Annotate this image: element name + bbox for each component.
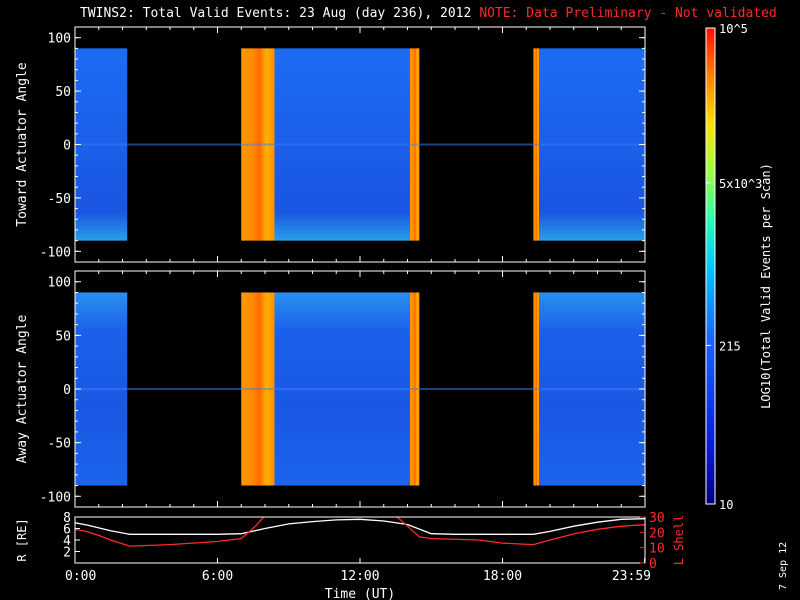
y-tick-label: -50 <box>48 192 71 207</box>
x-axis-label: Time (UT) <box>325 587 395 600</box>
panel-frame <box>74 516 646 564</box>
title-note: NOTE: Data Preliminary - Not validated <box>479 6 777 21</box>
y-tick-label-right: 30 <box>649 511 665 526</box>
series-line <box>75 518 645 535</box>
y-tick-label: 0 <box>63 139 71 154</box>
y-tick-label: 100 <box>48 32 71 47</box>
y-tick-label: 2 <box>63 546 71 561</box>
colorbar-tick-label: 10 <box>719 498 733 512</box>
y-tick-label: 0 <box>63 383 71 398</box>
colorbar-tick-label: 10^5 <box>719 22 748 36</box>
y-tick-label: 8 <box>63 511 71 526</box>
toward-panel: 100 50 0 -50 -100 Toward Actuator Angle <box>15 26 646 263</box>
y-tick-label: -100 <box>40 245 71 260</box>
chart-title: TWINS2: Total Valid Events: 23 Aug (day … <box>80 6 777 21</box>
y-axis-label: Away Actuator Angle <box>15 314 30 463</box>
x-tick-label: 6:00 <box>202 569 233 584</box>
y-tick-label: 100 <box>48 276 71 291</box>
y-tick-label: -50 <box>48 437 71 452</box>
y-axis-label-right: L Shell <box>672 515 686 566</box>
y-tick-label: 50 <box>55 329 71 344</box>
y-tick-label: 4 <box>63 534 71 549</box>
y-tick-label: -100 <box>40 490 71 505</box>
colorbar-tick-label: 215 <box>719 339 741 353</box>
series-line <box>75 517 645 547</box>
y-axis-label-left: R [RE] <box>15 518 29 561</box>
y-tick-label: 6 <box>63 523 71 538</box>
x-tick-label: 18:00 <box>483 569 522 584</box>
y-tick-label-right: 0 <box>649 557 657 572</box>
ephemeris-lines <box>75 517 645 547</box>
x-tick-label: 23:59 <box>612 569 651 584</box>
title-main: TWINS2: Total Valid Events: 23 Aug (day … <box>80 6 472 21</box>
colorbar-scale <box>705 27 716 505</box>
colorbar: 10^5 5x10^3 215 10 LOG10(Total Valid Events … <box>705 22 773 512</box>
y-tick-label-right: 10 <box>649 542 665 557</box>
y-tick-label: 50 <box>55 85 71 100</box>
y-tick-label-right: 20 <box>649 526 665 541</box>
away-panel: 100 50 0 -50 -100 Away Actuator Angle <box>15 270 646 508</box>
x-tick-label: 12:00 <box>340 569 379 584</box>
colorbar-label: LOG10(Total Valid Events per Scan) <box>759 163 773 409</box>
y-axis-label: Toward Actuator Angle <box>15 62 30 227</box>
colorbar-tick-label: 5x10^3 <box>719 177 762 191</box>
x-tick-label: 0:00 <box>65 569 96 584</box>
